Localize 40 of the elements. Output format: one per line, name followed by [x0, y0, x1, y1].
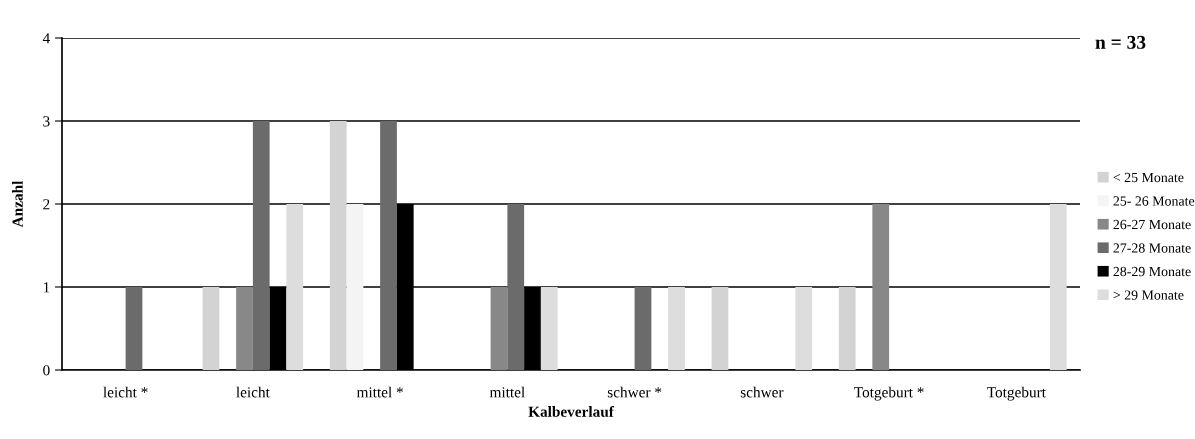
bar [286, 204, 304, 370]
legend-label: 28-29 Monate [1113, 266, 1191, 277]
legend-label: < 25 Monate [1113, 172, 1184, 183]
bar [380, 121, 397, 370]
y-tick-label: 0 [43, 365, 50, 376]
y-tick-label: 1 [43, 282, 50, 293]
x-tick-label: mittel [489, 386, 525, 398]
x-tick-label: Totgeburt [987, 386, 1046, 401]
bar [490, 287, 508, 370]
bar [711, 287, 729, 370]
bar [872, 204, 890, 370]
y-tick-label: 3 [43, 116, 50, 127]
text: n = 33 [1095, 35, 1146, 49]
bar [507, 204, 525, 370]
bar [795, 287, 813, 370]
legend-label: > 29 Monate [1113, 290, 1184, 300]
legend-label: 27-28 Monate [1113, 243, 1191, 253]
y-axis-title: Anzahl [12, 180, 23, 228]
y-tick-label: 2 [43, 199, 50, 210]
x-tick-label: schwer * [607, 386, 662, 398]
x-tick-label: leicht * [103, 386, 148, 398]
x-axis-title: Kalbeverlauf [528, 405, 615, 417]
legend-label: 25- 26 Monate [1113, 196, 1195, 206]
legend-label: 26-27 Monate [1113, 219, 1191, 230]
bar [236, 287, 253, 370]
bar [668, 287, 685, 370]
x-tick-label: mittel * [356, 386, 403, 398]
bar [634, 287, 652, 370]
bar [540, 287, 558, 370]
bar [202, 287, 220, 370]
x-tick-label: schwer [740, 386, 784, 398]
x-tick-label: leicht [236, 386, 270, 398]
bar [252, 121, 270, 370]
x-tick-label: Totgeburt * [854, 386, 924, 401]
bar [346, 204, 364, 370]
bar [125, 287, 143, 370]
bar [838, 287, 856, 370]
bar [329, 121, 347, 370]
bar [1049, 204, 1067, 370]
y-tick-label: 4 [42, 33, 50, 44]
